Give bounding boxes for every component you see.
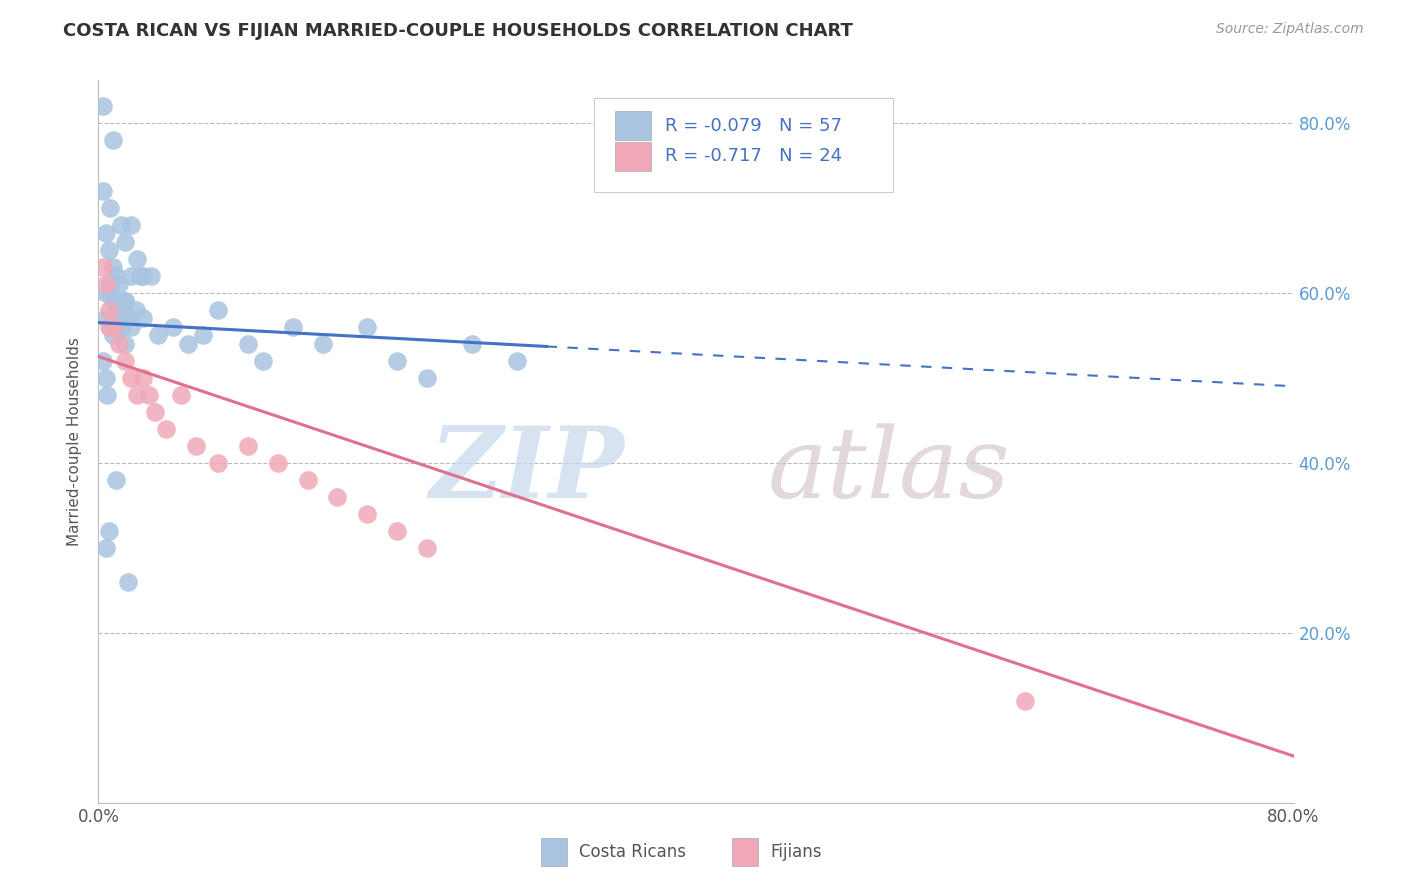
- Point: [97, 524, 120, 538]
- Point: [91, 260, 114, 275]
- Point: [461, 336, 484, 351]
- FancyBboxPatch shape: [733, 838, 758, 865]
- Point: [105, 294, 128, 309]
- Point: [125, 302, 148, 317]
- Text: Costa Ricans: Costa Ricans: [579, 843, 686, 861]
- Point: [1014, 694, 1036, 708]
- Point: [105, 268, 128, 283]
- Point: [281, 319, 304, 334]
- Point: [94, 541, 117, 555]
- Point: [207, 302, 229, 317]
- Point: [416, 371, 439, 385]
- Point: [91, 353, 114, 368]
- Point: [177, 336, 200, 351]
- Point: [103, 328, 125, 343]
- Point: [97, 302, 120, 317]
- Point: [103, 133, 125, 147]
- Point: [169, 388, 191, 402]
- Point: [120, 371, 142, 385]
- Point: [114, 294, 136, 309]
- Point: [94, 311, 117, 326]
- Point: [114, 336, 136, 351]
- Point: [110, 218, 132, 232]
- Point: [143, 405, 166, 419]
- Point: [138, 388, 160, 402]
- Text: R = -0.717   N = 24: R = -0.717 N = 24: [665, 147, 842, 165]
- FancyBboxPatch shape: [614, 142, 651, 170]
- Point: [191, 328, 214, 343]
- Point: [139, 268, 162, 283]
- Point: [117, 574, 139, 589]
- Point: [311, 336, 333, 351]
- FancyBboxPatch shape: [614, 112, 651, 140]
- Point: [108, 336, 131, 351]
- Point: [97, 319, 120, 334]
- Text: ZIP: ZIP: [429, 422, 624, 518]
- Point: [114, 294, 136, 309]
- Point: [105, 473, 128, 487]
- Point: [127, 252, 149, 266]
- Point: [111, 302, 134, 317]
- Point: [326, 490, 349, 504]
- Point: [114, 353, 136, 368]
- Point: [98, 277, 122, 292]
- Point: [110, 319, 132, 334]
- Point: [103, 294, 125, 309]
- Point: [385, 524, 409, 538]
- Point: [162, 319, 184, 334]
- Point: [148, 328, 170, 343]
- Point: [94, 277, 117, 292]
- Point: [98, 201, 122, 215]
- Point: [132, 311, 155, 326]
- Point: [120, 268, 142, 283]
- Point: [103, 319, 125, 334]
- Point: [94, 227, 117, 241]
- Point: [97, 244, 120, 258]
- Point: [114, 235, 136, 249]
- FancyBboxPatch shape: [595, 98, 893, 193]
- Point: [132, 371, 155, 385]
- Point: [98, 319, 122, 334]
- Point: [120, 218, 142, 232]
- Point: [184, 439, 207, 453]
- Point: [120, 319, 142, 334]
- Point: [385, 353, 409, 368]
- Point: [127, 388, 149, 402]
- Point: [207, 456, 229, 470]
- FancyBboxPatch shape: [541, 838, 567, 865]
- Point: [297, 473, 319, 487]
- Point: [91, 99, 114, 113]
- Text: Fijians: Fijians: [770, 843, 821, 861]
- Point: [96, 388, 118, 402]
- Point: [94, 285, 117, 300]
- Point: [132, 268, 155, 283]
- Point: [155, 422, 177, 436]
- Point: [108, 277, 131, 292]
- Point: [94, 371, 117, 385]
- Point: [252, 353, 274, 368]
- Point: [356, 507, 378, 521]
- Point: [236, 336, 259, 351]
- Point: [236, 439, 259, 453]
- Point: [117, 311, 139, 326]
- Point: [91, 184, 114, 198]
- Point: [416, 541, 439, 555]
- Point: [110, 311, 132, 326]
- Point: [108, 319, 131, 334]
- Text: Source: ZipAtlas.com: Source: ZipAtlas.com: [1216, 22, 1364, 37]
- Y-axis label: Married-couple Households: Married-couple Households: [67, 337, 83, 546]
- Point: [356, 319, 378, 334]
- Point: [267, 456, 290, 470]
- Point: [98, 285, 122, 300]
- Text: R = -0.079   N = 57: R = -0.079 N = 57: [665, 117, 842, 135]
- Text: COSTA RICAN VS FIJIAN MARRIED-COUPLE HOUSEHOLDS CORRELATION CHART: COSTA RICAN VS FIJIAN MARRIED-COUPLE HOU…: [63, 22, 853, 40]
- Point: [129, 268, 152, 283]
- Point: [506, 353, 529, 368]
- Text: atlas: atlas: [768, 423, 1011, 518]
- Point: [103, 260, 125, 275]
